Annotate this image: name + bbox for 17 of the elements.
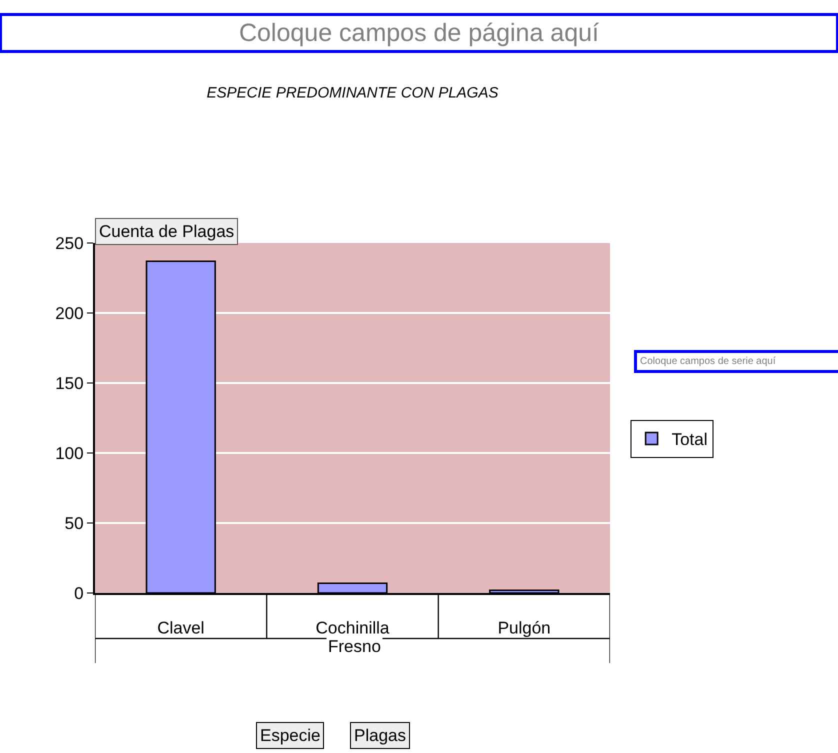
text: Plagas bbox=[354, 726, 406, 745]
x-tick-label: Cochinilla bbox=[316, 618, 390, 638]
x-tick-label: Pulgón bbox=[498, 618, 551, 638]
y-tick-label: 0 bbox=[74, 584, 84, 603]
y-tick-label: 50 bbox=[64, 514, 84, 533]
text: Coloque campos de página aquí bbox=[238, 19, 600, 47]
y-tick-label: 250 bbox=[55, 234, 84, 253]
text: Coloque campos de serie aquí bbox=[640, 356, 776, 367]
y-tick-label: 100 bbox=[55, 444, 84, 463]
y-tick-label: 150 bbox=[55, 374, 84, 393]
text: Especie bbox=[260, 726, 320, 745]
chart-title: ESPECIE PREDOMINANTE CON PLAGAS bbox=[206, 84, 498, 102]
legend-label: Total bbox=[672, 430, 708, 450]
x-tick-label: Clavel bbox=[157, 618, 204, 638]
y-axis-title: Cuenta de Plagas bbox=[99, 222, 234, 241]
y-tick-label: 200 bbox=[55, 304, 84, 323]
text: Fresno bbox=[328, 637, 381, 656]
